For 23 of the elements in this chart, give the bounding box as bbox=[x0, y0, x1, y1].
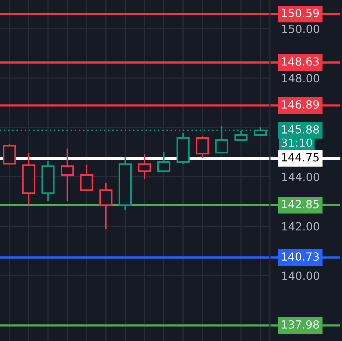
candlestick bbox=[138, 154, 152, 180]
candlestick bbox=[3, 144, 16, 165]
y-tick-label: 144.00 bbox=[282, 173, 320, 182]
ref-line-label: 142.85 bbox=[282, 200, 319, 209]
candlestick bbox=[215, 126, 228, 154]
candlestick bbox=[196, 136, 210, 158]
candlestick bbox=[60, 148, 74, 202]
ref-line-label: 137.98 bbox=[282, 320, 320, 329]
ref-line-label: 148.63 bbox=[282, 58, 319, 66]
candlestick bbox=[80, 165, 94, 192]
ref-line-label: 140.73 bbox=[282, 252, 319, 262]
text: 31:10 bbox=[282, 138, 312, 148]
ref-line-label: 144.75 bbox=[282, 153, 319, 162]
candlestick bbox=[157, 152, 171, 172]
y-tick-label: 142.00 bbox=[282, 222, 320, 231]
y-tick-label: 140.00 bbox=[282, 272, 320, 280]
y-tick-label: 150.00 bbox=[282, 24, 320, 34]
ref-line-label: 146.89 bbox=[282, 100, 320, 109]
candlestick bbox=[176, 133, 190, 164]
ref-line-label: 145.88 bbox=[282, 125, 320, 134]
y-tick-label: 148.00 bbox=[282, 74, 320, 83]
ref-line-label: 150.59 bbox=[282, 9, 320, 18]
candlestick bbox=[100, 183, 113, 230]
